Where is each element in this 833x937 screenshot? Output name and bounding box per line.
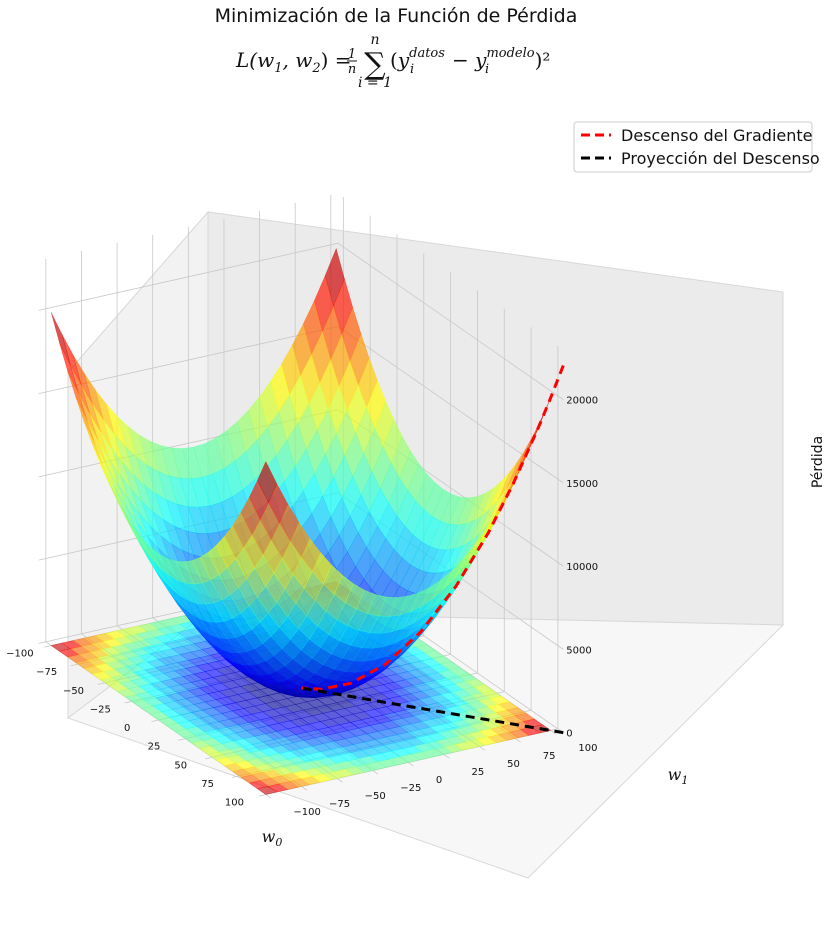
y-tick-label: −25 — [400, 783, 421, 794]
svg-text:n: n — [370, 32, 379, 48]
x-tick-label: −25 — [90, 704, 111, 715]
legend-box — [573, 121, 813, 173]
x-tick-label: −75 — [36, 667, 57, 678]
axis-ticks: −100−75−50−250255075100−100−75−50−250255… — [6, 396, 598, 818]
descent-projection-line — [300, 686, 564, 735]
y-tick-label: 0 — [436, 775, 442, 786]
loss-surface — [50, 247, 552, 699]
svg-text:(ydatos: (ydatos — [390, 46, 445, 72]
svg-text:∑: ∑ — [364, 47, 386, 82]
surface-cell — [50, 312, 71, 366]
legend: Descenso del Gradiente Proyección del De… — [573, 121, 820, 173]
y-axis-label: w1 — [668, 765, 689, 787]
y-tick-label: 25 — [472, 767, 485, 778]
svg-text:L(w1, w2) =: L(w1, w2) = — [235, 48, 352, 76]
gradient-descent-line — [300, 364, 565, 691]
svg-text:n: n — [348, 62, 356, 77]
y-tick-label: −75 — [329, 799, 350, 810]
chart-title: Minimización de la Función de Pérdida — [215, 5, 578, 27]
y-tick-label: −100 — [293, 807, 320, 818]
legend-label-descent: Descenso del Gradiente — [621, 126, 813, 145]
x-tick-label: 50 — [174, 760, 187, 771]
x-tick-label: 25 — [148, 742, 161, 753]
x-tick-label: 0 — [124, 723, 130, 734]
z-tick-label: 20000 — [566, 396, 598, 407]
surface-cell — [257, 460, 278, 504]
svg-text:− ymodelo)²: − ymodelo)² — [452, 46, 550, 72]
x-tick-label: −100 — [6, 649, 33, 660]
z-axis-label: Pérdida — [810, 436, 826, 488]
z-tick-label: 15000 — [566, 479, 598, 490]
legend-label-projection: Proyección del Descenso — [621, 149, 820, 168]
z-tick-label: 10000 — [566, 562, 598, 573]
x-axis-label: w0 — [262, 827, 283, 849]
x-tick-label: 100 — [225, 798, 244, 809]
y-tick-label: 100 — [578, 743, 597, 754]
loss-formula: L(w1, w2) = 1 n n ∑ i = 1 (ydatos i − ym… — [235, 32, 550, 91]
z-tick-label: 0 — [566, 729, 572, 740]
x-tick-label: −50 — [63, 686, 84, 697]
descent-paths — [300, 364, 565, 735]
svg-text:i = 1: i = 1 — [358, 75, 392, 91]
z-tick-label: 5000 — [566, 645, 591, 656]
y-tick-label: −50 — [365, 791, 386, 802]
svg-text:i: i — [410, 62, 414, 77]
svg-text:1: 1 — [348, 47, 356, 62]
grid-line — [38, 242, 564, 400]
y-tick-label: 50 — [507, 759, 520, 770]
x-tick-label: 75 — [201, 779, 214, 790]
y-tick-label: 75 — [543, 751, 556, 762]
svg-text:i: i — [485, 62, 489, 77]
